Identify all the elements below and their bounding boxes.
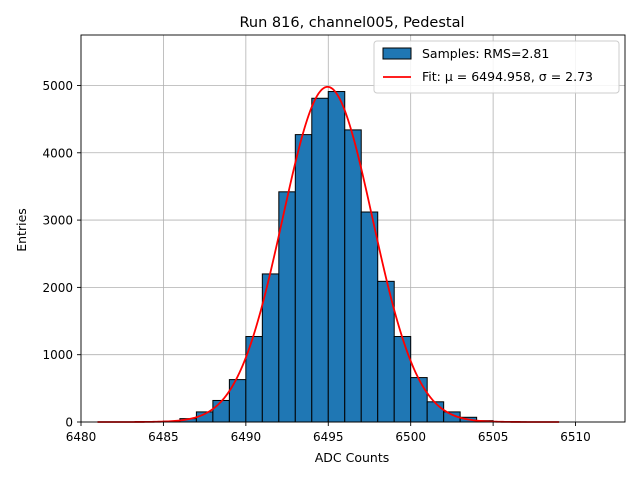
histogram-bar [344,129,362,423]
histogram-bars [146,91,527,423]
x-tick-label: 6485 [148,430,179,444]
x-tick-label: 6490 [231,430,262,444]
legend-box [373,40,620,94]
x-tick-label: 6505 [478,430,509,444]
y-tick-label: 4000 [42,146,73,160]
histogram-bar [212,399,230,423]
x-tick-label: 6510 [560,430,591,444]
plot-frame [80,34,626,423]
y-tick-label: 0 [65,416,73,430]
fit-curve [97,85,560,423]
y-tick-label: 2000 [42,281,73,295]
x-tick-label: 6480 [66,430,97,444]
legend-entry-samples: Samples: RMS=2.81 [422,46,549,61]
histogram-bar [410,377,428,423]
histogram-bar [327,91,346,423]
histogram-bar [311,97,329,423]
x-tick-label: 6495 [313,430,344,444]
histogram-bar [360,211,379,423]
x-axis-ticks: 6480 6485 6490 6495 6500 6505 6510 [66,422,591,444]
y-tick-label: 1000 [42,348,73,362]
chart-title: Run 816, channel005, Pedestal [239,15,464,31]
x-tick-label: 6500 [395,430,426,444]
histogram-bar [294,134,313,423]
y-tick-label: 5000 [42,79,73,93]
legend-entry-fit: Fit: μ = 6494.958, σ = 2.73 [422,69,593,84]
x-axis-label: ADC Counts [315,450,390,465]
legend-histogram-swatch [382,47,412,60]
histogram-bar [393,336,412,423]
y-axis-label: Entries [14,208,29,252]
y-tick-label: 3000 [42,214,73,228]
fit-curve-group [97,85,560,423]
y-axis-ticks: 0 1000 2000 3000 4000 5000 [42,79,81,430]
histogram-bar [426,401,445,423]
legend: Samples: RMS=2.81 Fit: μ = 6494.958, σ =… [373,40,620,94]
